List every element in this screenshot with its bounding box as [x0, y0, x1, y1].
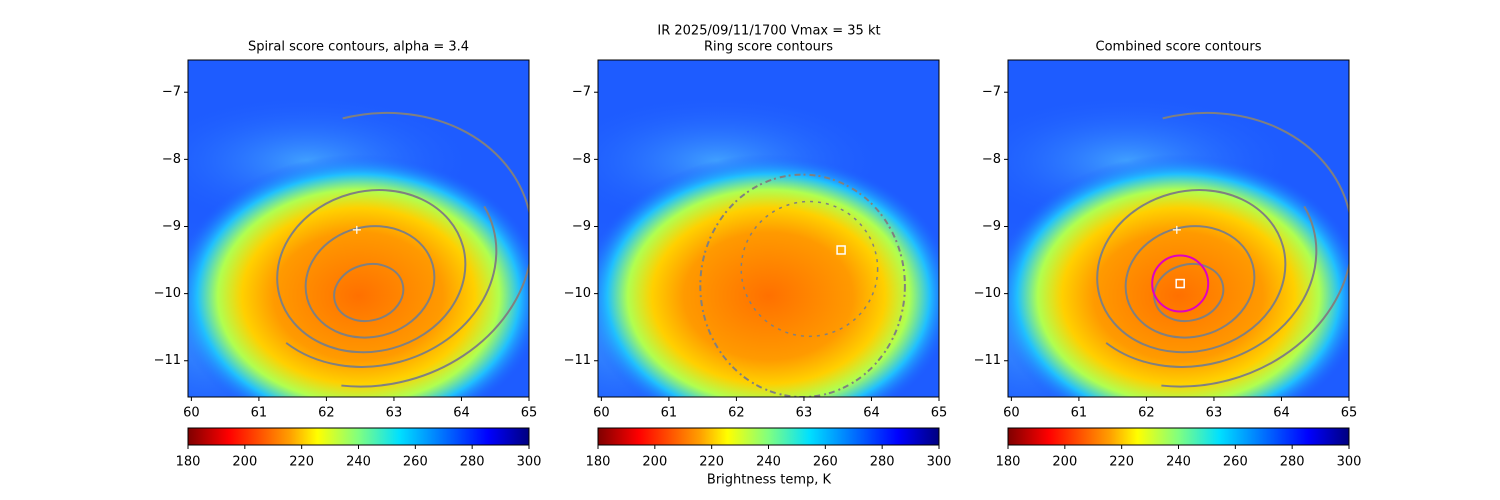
colorbar-tick-label: 220 — [1109, 455, 1134, 470]
contour — [1096, 189, 1287, 354]
y-tick-label: −10 — [974, 286, 1001, 301]
axes-title: Spiral score contours, alpha = 3.4 — [248, 40, 469, 55]
contour — [1067, 152, 1318, 368]
heatmap-image — [188, 60, 529, 397]
x-tick-label: 61 — [661, 406, 678, 421]
x-tick-label: 64 — [863, 406, 880, 421]
y-tick-label: −7 — [572, 85, 591, 100]
heatmap-image — [598, 60, 939, 397]
y-tick-label: −8 — [982, 152, 1001, 167]
colorbar-tick-label: 300 — [1337, 455, 1362, 470]
colorbar-tick-label: 260 — [813, 455, 838, 470]
colorbar-tick-label: 200 — [642, 455, 667, 470]
y-tick-label: −11 — [974, 353, 1001, 368]
colorbar-tick-label: 240 — [346, 455, 371, 470]
contour — [740, 200, 879, 338]
x-tick-label: 65 — [521, 406, 538, 421]
axes-title: Combined score contours — [1096, 40, 1262, 55]
colorbar-tick-label: 300 — [517, 455, 542, 470]
x-tick-label: 63 — [386, 406, 403, 421]
y-tick-label: −7 — [982, 85, 1001, 100]
x-tick-label: 63 — [796, 406, 813, 421]
colorbar-tick-label: 260 — [1223, 455, 1248, 470]
center-square — [836, 245, 846, 255]
colorbar-tick-label: 240 — [756, 455, 781, 470]
contour — [1124, 225, 1256, 339]
center-square — [1175, 278, 1185, 289]
x-tick-label: 64 — [1273, 406, 1290, 421]
contour — [333, 263, 405, 323]
x-tick-label: 60 — [1003, 406, 1020, 421]
colorbar-tick-label: 180 — [586, 455, 611, 470]
y-tick-label: −8 — [162, 152, 181, 167]
colorbar-tick-label: 220 — [289, 455, 314, 470]
axes-title: Ring score contours — [704, 40, 833, 55]
contour — [214, 111, 529, 388]
contour — [304, 225, 436, 339]
contour — [247, 152, 498, 368]
cloud — [1008, 154, 1349, 397]
colorbar-tick-label: 300 — [927, 455, 952, 470]
x-tick-label: 65 — [931, 406, 948, 421]
colorbar-tick-label: 280 — [1280, 455, 1305, 470]
colorbar-label: Brightness temp, K — [707, 473, 832, 488]
y-tick-label: −9 — [572, 219, 591, 234]
axes-frame — [187, 59, 530, 398]
figure-title: IR 2025/09/11/1700 Vmax = 35 kt — [657, 24, 880, 39]
x-tick-label: 62 — [318, 406, 335, 421]
axes-frame — [597, 59, 940, 398]
cloud — [598, 154, 939, 397]
x-tick-label: 60 — [183, 406, 200, 421]
axes-frame — [1007, 59, 1350, 398]
x-tick-label: 63 — [1206, 406, 1223, 421]
x-tick-label: 64 — [453, 406, 470, 421]
y-tick-label: −10 — [564, 286, 591, 301]
x-tick-label: 62 — [728, 406, 745, 421]
center-circle — [1151, 254, 1210, 313]
y-tick-label: −9 — [982, 219, 1001, 234]
x-tick-label: 60 — [593, 406, 610, 421]
colorbar-tick-label: 180 — [996, 455, 1021, 470]
colorbar-tick-label: 200 — [232, 455, 257, 470]
contour — [1034, 111, 1349, 388]
center-plus — [352, 225, 361, 234]
x-tick-label: 62 — [1138, 406, 1155, 421]
colorbar — [1007, 427, 1350, 446]
x-tick-label: 61 — [1071, 406, 1088, 421]
x-tick-label: 61 — [251, 406, 268, 421]
colorbar-tick-label: 280 — [870, 455, 895, 470]
colorbar — [597, 427, 940, 446]
center-plus — [1172, 225, 1181, 234]
contour — [699, 173, 906, 397]
y-tick-label: −11 — [154, 353, 181, 368]
colorbar-tick-label: 240 — [1166, 455, 1191, 470]
y-tick-label: −9 — [162, 219, 181, 234]
y-tick-label: −8 — [572, 152, 591, 167]
colorbar — [187, 427, 530, 446]
y-tick-label: −7 — [162, 85, 181, 100]
colorbar-tick-label: 200 — [1052, 455, 1077, 470]
y-tick-label: −10 — [154, 286, 181, 301]
x-tick-label: 65 — [1341, 406, 1358, 421]
colorbar-tick-label: 260 — [403, 455, 428, 470]
colorbar-tick-label: 280 — [460, 455, 485, 470]
heatmap-image — [1008, 60, 1349, 397]
contour — [1153, 263, 1225, 323]
colorbar-tick-label: 180 — [176, 455, 201, 470]
contour — [276, 189, 467, 354]
colorbar-tick-label: 220 — [699, 455, 724, 470]
cloud — [188, 154, 529, 397]
y-tick-label: −11 — [564, 353, 591, 368]
